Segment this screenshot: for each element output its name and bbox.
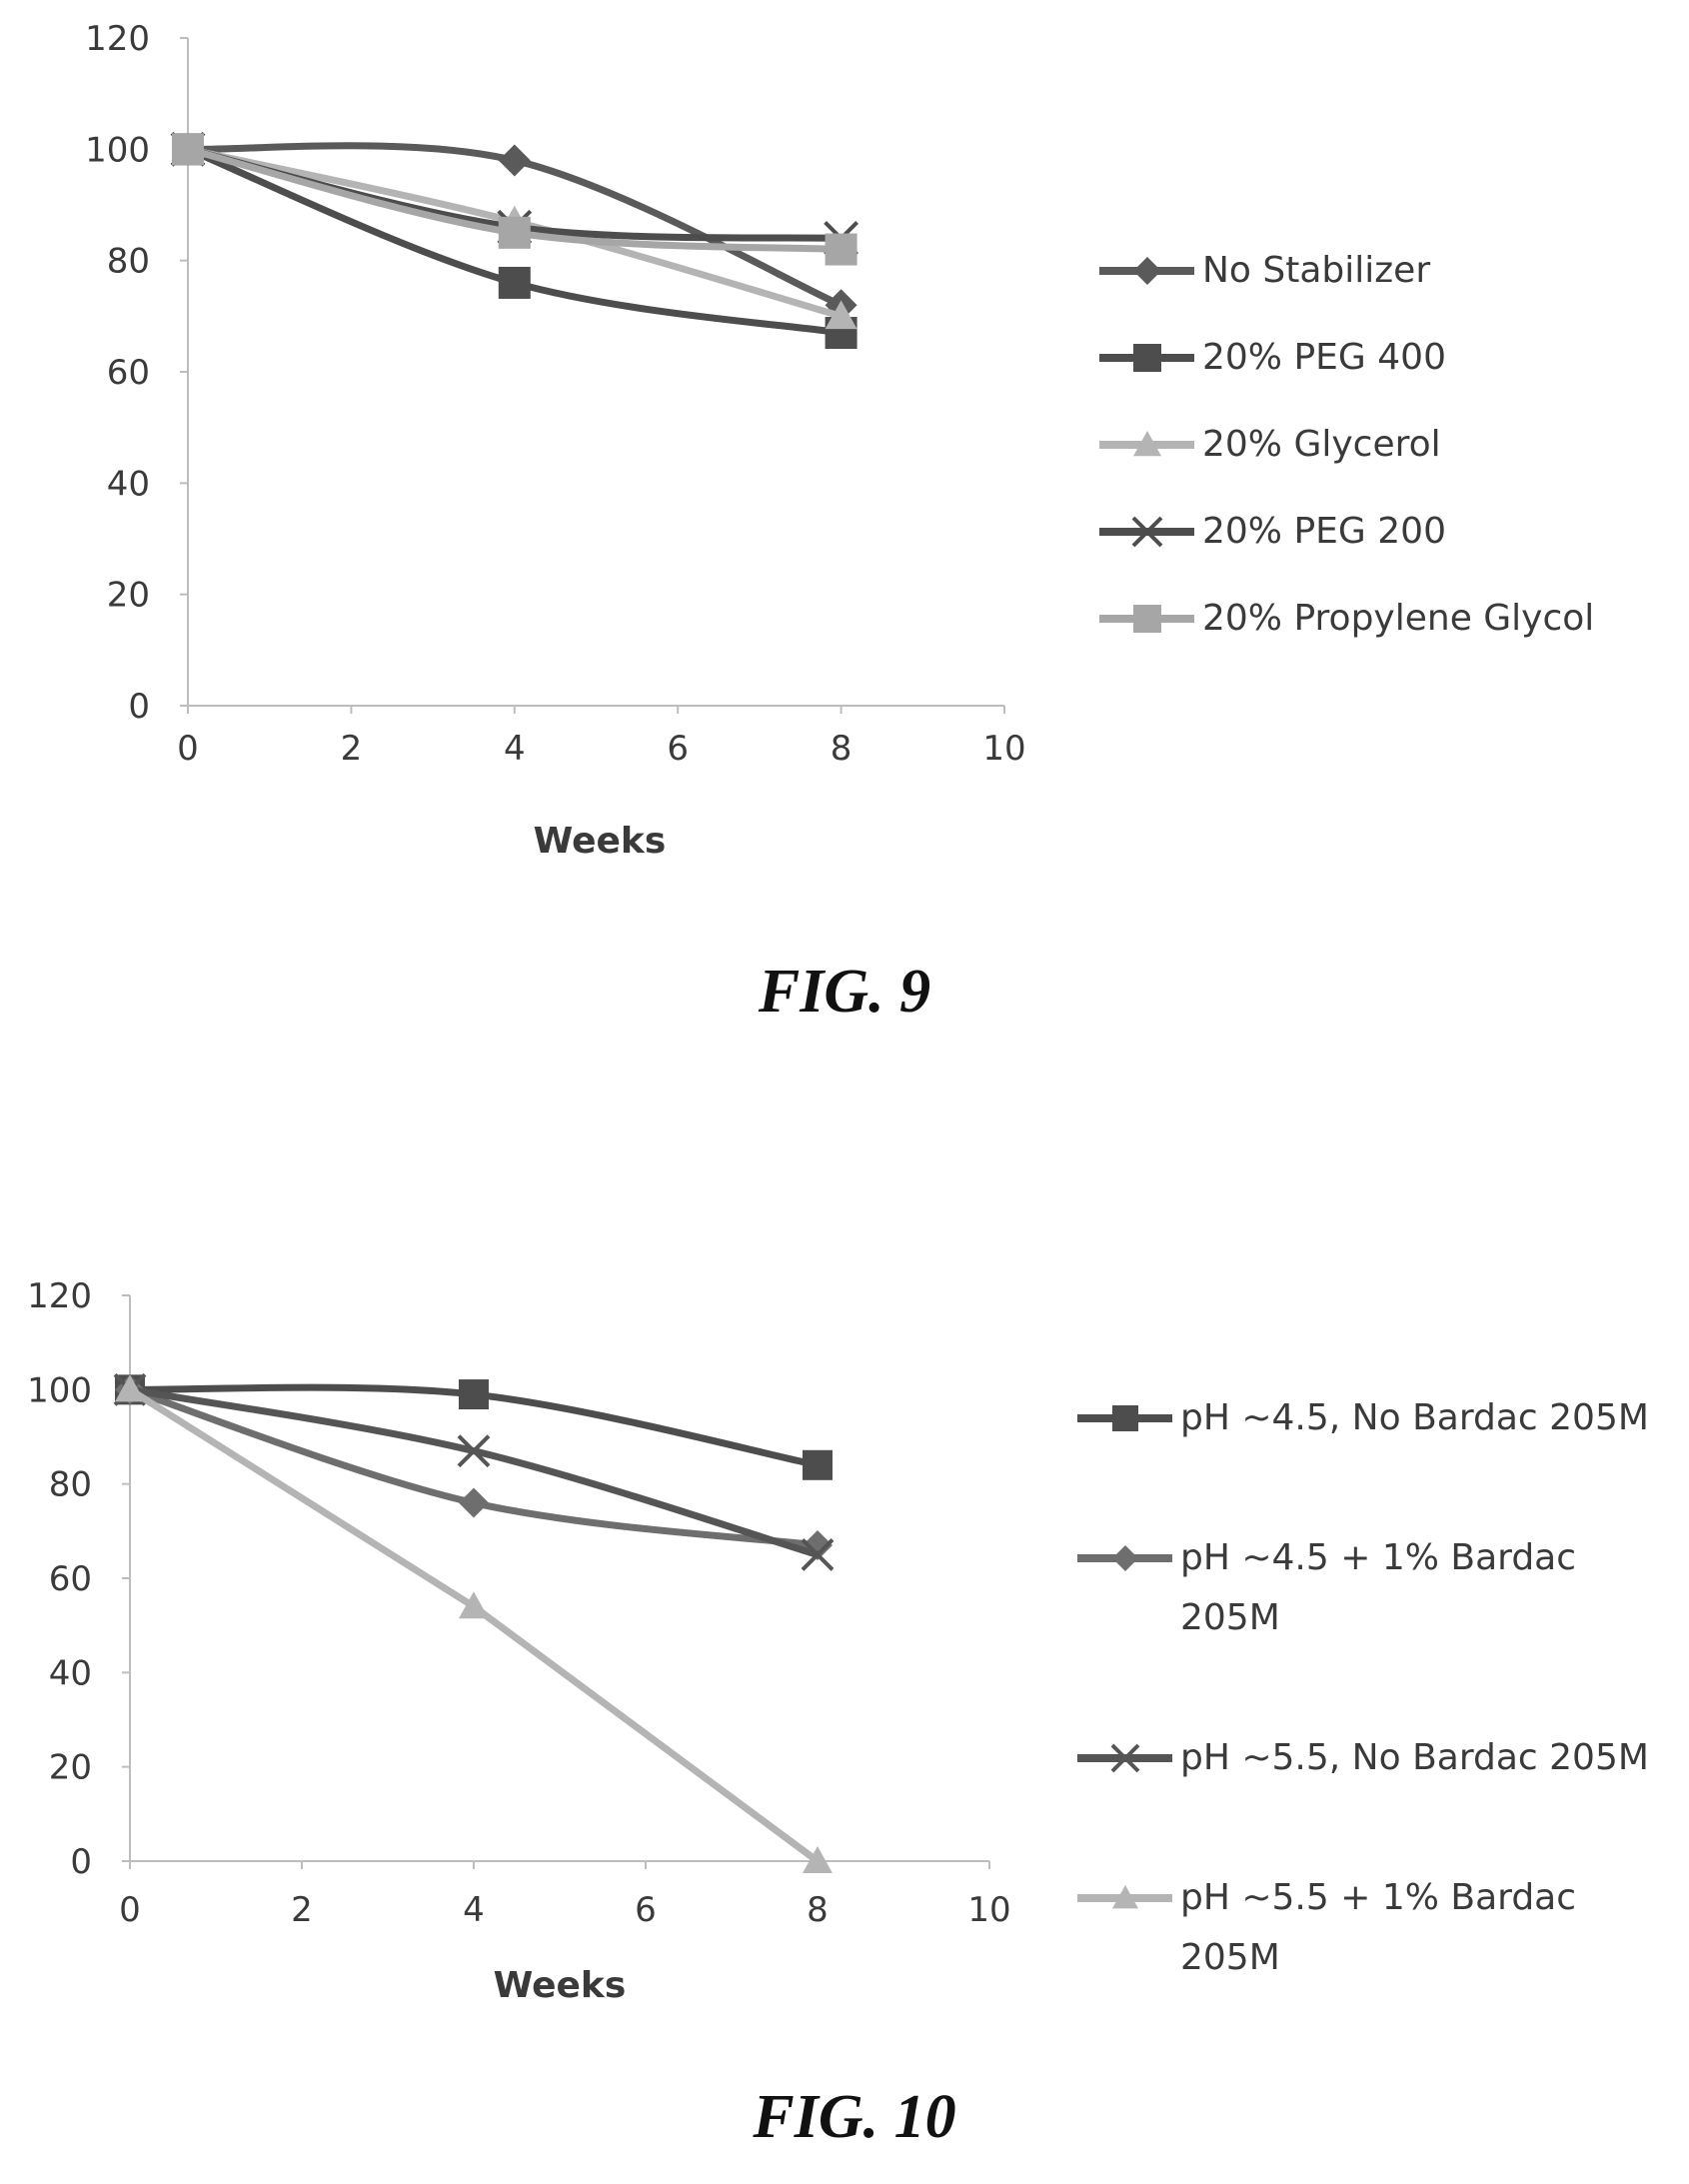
fig10-x-tick-label: 0: [119, 1890, 141, 1930]
fig9-data-point: [498, 266, 531, 299]
fig9-y-tick-label: 40: [107, 464, 150, 504]
fig10-data-point: [803, 1846, 833, 1873]
fig10-x-tick-label: 6: [635, 1890, 657, 1930]
fig10-data-point: [803, 1529, 833, 1560]
fig10-y-tick-label: 0: [70, 1842, 92, 1882]
fig9-x-tick-label: 6: [667, 729, 689, 769]
fig10-series-1: [115, 1374, 833, 1560]
fig9-legend-marker: [1133, 431, 1161, 457]
fig10-x-axis-label: Weeks: [494, 1965, 627, 2006]
fig10-data-point: [459, 1487, 489, 1518]
fig9-y-tick-label: 20: [107, 576, 150, 616]
fig10-data-point: [115, 1374, 145, 1402]
fig9-caption: FIG. 9: [758, 958, 930, 1026]
fig10-legend-marker: [1112, 1545, 1138, 1571]
fig10-series-3: [115, 1374, 833, 1873]
fig10-series-line: [126, 1385, 822, 1865]
fig10-chart: 0 20 40 60 80 100 120 0 2 4 6 8 10 pH ~4.5, No Barda…: [27, 1276, 1649, 2151]
fig9-legend-label: No Stabilizer: [1202, 250, 1430, 291]
fig10-series-2: [113, 1372, 835, 1571]
fig9-x-tick-label: 8: [831, 729, 852, 769]
fig10-legend-item: pH ~5.5, No Bardac 205M: [1077, 1737, 1649, 1778]
fig10-series-group: [113, 1372, 835, 1873]
fig9-legend-label: 20% PEG 400: [1202, 337, 1446, 378]
fig9-legend-marker: [1131, 516, 1163, 548]
fig9-y-tick-label: 60: [107, 353, 150, 393]
fig10-y-tick-label: 60: [49, 1559, 92, 1599]
fig10-x-tick-label: 8: [807, 1890, 829, 1930]
fig9-axes: [187, 38, 1004, 707]
fig10-data-point: [803, 1449, 833, 1480]
fig9-legend-label: 20% Glycerol: [1202, 424, 1441, 465]
fig9-y-tick-label: 100: [85, 130, 150, 170]
fig9-legend-marker: [1133, 257, 1161, 285]
fig9-y-tick-label: 80: [107, 242, 150, 282]
fig10-legend-item: pH ~5.5 + 1% Bardac 205M: [1077, 1877, 1576, 1978]
fig10-y-tick-label: 100: [27, 1370, 92, 1410]
fig9-legend-item: No Stabilizer: [1099, 250, 1430, 291]
fig9-legend-item: 20% PEG 200: [1099, 511, 1446, 552]
fig10-legend-item: pH ~4.5 + 1% Bardac 205M: [1077, 1537, 1576, 1638]
fig10-series-line: [126, 1385, 822, 1558]
fig10-data-point: [459, 1379, 489, 1410]
fig10-y-tick-label: 80: [49, 1465, 92, 1505]
fig10-legend-item: pH ~4.5, No Bardac 205M: [1077, 1397, 1649, 1438]
fig10-data-point: [459, 1591, 489, 1619]
fig10-y-tick-label: 120: [27, 1276, 92, 1316]
fig9-y-tick-label: 0: [128, 687, 150, 727]
fig9-data-point: [825, 233, 857, 266]
fig10-legend-label: pH ~4.5, No Bardac 205M: [1180, 1397, 1649, 1438]
fig10-legend-label: pH ~5.5 + 1% Bardac: [1180, 1877, 1576, 1918]
fig9-y-tick-label: 120: [85, 19, 150, 59]
fig10-y-tick-label: 20: [49, 1748, 92, 1788]
fig10-data-point: [457, 1434, 491, 1468]
fig9-data-point: [498, 144, 531, 177]
fig10-y-tick-label: 40: [49, 1653, 92, 1693]
fig9-series-group: [170, 131, 859, 350]
fig10-x-tick-label: 2: [291, 1890, 313, 1930]
fig9-data-point: [172, 133, 204, 166]
fig10-legend-marker: [1112, 1885, 1138, 1909]
fig9-series-4: [172, 133, 857, 266]
fig10-ticks: 0 20 40 60 80 100 120 0 2 4 6 8 10: [27, 1276, 1011, 1930]
fig10-series-0: [115, 1374, 833, 1480]
fig10-x-tick-label: 4: [463, 1890, 485, 1930]
fig9-data-point: [498, 216, 531, 249]
fig9-legend-item: 20% Glycerol: [1099, 424, 1441, 465]
fig9-x-tick-label: 2: [341, 729, 363, 769]
fig10-legend-label: 205M: [1180, 1937, 1280, 1978]
fig10-legend-label: 205M: [1180, 1597, 1280, 1638]
fig9-x-tick-label: 0: [177, 729, 199, 769]
fig9-x-tick-label: 4: [504, 729, 526, 769]
fig10-legend-label: pH ~4.5 + 1% Bardac: [1180, 1537, 1576, 1578]
fig9-data-point: [825, 300, 857, 330]
fig9-legend-marker: [1133, 344, 1161, 372]
fig10-legend-label: pH ~5.5, No Bardac 205M: [1180, 1737, 1649, 1778]
fig9-ticks: 0 20 40 60 80 100 120 0 2 4 6 8 10: [85, 19, 1026, 769]
fig9-legend: No Stabilizer 20% PEG 400 20% Glycerol 20% …: [1099, 250, 1594, 639]
fig10-legend-marker: [1112, 1405, 1138, 1431]
fig9-chart: 0 20 40 60 80 100 120 0 2 4 6 8 10 No Stabilizer 20% …: [85, 19, 1594, 1026]
fig9-legend-item: 20% Propylene Glycol: [1099, 598, 1594, 639]
fig9-x-axis-label: Weeks: [534, 821, 667, 862]
fig9-legend-marker: [1133, 605, 1161, 633]
fig10-data-point: [801, 1538, 835, 1571]
fig10-axes: [129, 1295, 989, 1862]
fig9-legend-label: 20% PEG 200: [1202, 511, 1446, 552]
fig10-x-tick-label: 10: [967, 1890, 1010, 1930]
fig9-legend-label: 20% Propylene Glycol: [1202, 598, 1594, 639]
fig10-legend: pH ~4.5, No Bardac 205M pH ~4.5 + 1% Bard…: [1077, 1397, 1649, 1978]
fig10-caption: FIG. 10: [752, 2083, 955, 2151]
fig10-legend-marker: [1110, 1743, 1140, 1773]
fig9-x-tick-label: 10: [982, 729, 1025, 769]
fig9-legend-item: 20% PEG 400: [1099, 337, 1446, 378]
